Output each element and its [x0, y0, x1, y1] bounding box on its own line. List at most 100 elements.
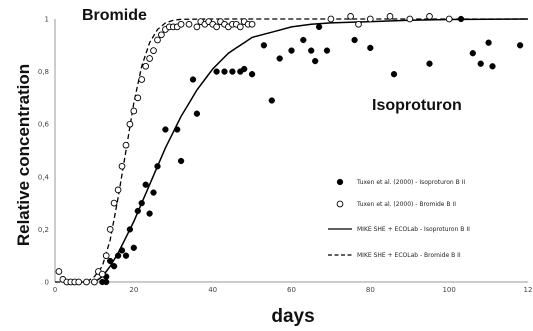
bromide-point	[142, 62, 150, 70]
bromide-point	[75, 278, 83, 286]
isoproturon-point	[138, 199, 145, 207]
isoproturon-point	[308, 47, 315, 54]
isoproturon-point	[221, 68, 228, 75]
isoproturon-point	[162, 126, 169, 133]
x-tick-label: 40	[208, 286, 217, 294]
bromide-point	[355, 20, 362, 28]
bromide-point	[426, 13, 433, 20]
bromide-point	[110, 199, 118, 207]
legend-label: MIKE SHE + ECOLab - Bromide B II	[357, 252, 461, 259]
x-tick-label: 80	[366, 286, 375, 294]
isoproturon-point	[193, 110, 201, 117]
x-tick-label: 100	[442, 286, 455, 294]
bromide-point	[193, 23, 201, 31]
isoproturon-point	[516, 42, 524, 49]
x-tick-labels: 0 20 40 60 80 100 12	[53, 286, 533, 294]
isoproturon-point	[142, 181, 149, 188]
legend-label: MIKE SHE + ECOLab - Isoproturon B II	[357, 226, 470, 233]
isoproturon-point	[130, 244, 137, 251]
y-tick-label: 0,6	[38, 121, 50, 129]
series-points-0	[91, 15, 524, 286]
bromide-point	[122, 141, 130, 149]
isoproturon-point	[103, 278, 110, 286]
isoproturon-point	[146, 210, 153, 217]
legend-label: Tuxen et al. (2000) - Bromide B II	[356, 201, 456, 208]
isoproturon-point	[351, 36, 358, 44]
isoproturon-point	[315, 23, 323, 31]
series-line-3	[55, 18, 528, 283]
isoproturon-point	[174, 126, 181, 133]
bromide-point	[98, 270, 106, 278]
isoproturon-point	[213, 68, 220, 75]
bromide-point	[406, 15, 414, 23]
y-tick-label: 0	[45, 279, 49, 287]
bromide-point	[386, 13, 394, 20]
bromide-point	[150, 47, 157, 54]
x-axis-label: days	[271, 306, 314, 327]
bromide-point	[102, 252, 110, 260]
bromide-point	[158, 31, 165, 39]
isoproturon-point	[300, 36, 307, 44]
isoproturon-point	[126, 226, 134, 233]
isoproturon-point	[426, 60, 433, 67]
series-points-1	[55, 13, 453, 286]
bromide-point	[177, 20, 185, 28]
isoproturon-point	[469, 50, 476, 57]
legend: Tuxen et al. (2000) - Isoproturon B II Tu…	[328, 178, 470, 259]
annotation-isoproturon: Isoproturon	[372, 97, 462, 114]
bromide-point	[213, 23, 220, 31]
bromide-point	[138, 76, 146, 83]
y-tick-label: 1	[45, 16, 49, 24]
isoproturon-point	[489, 63, 496, 70]
isoproturon-point	[110, 263, 118, 270]
bromide-point	[83, 278, 90, 286]
bromide-point	[55, 268, 63, 275]
isoproturon-point	[122, 252, 130, 259]
isoproturon-point	[248, 71, 256, 78]
bromide-point	[445, 15, 453, 23]
y-tick-label: 0,4	[38, 173, 50, 181]
isoproturon-point	[323, 47, 331, 54]
x-tick-label: 0	[53, 286, 57, 294]
bromide-point	[248, 20, 256, 28]
isoproturon-point	[288, 47, 295, 54]
isoproturon-point	[485, 39, 492, 46]
bromide-point	[91, 278, 98, 286]
legend-label: Tuxen et al. (2000) - Isoproturon B II	[356, 179, 465, 186]
x-tick-label: 12	[524, 286, 533, 294]
series-line-2	[93, 18, 529, 283]
isoproturon-point	[367, 44, 374, 52]
legend-marker	[336, 178, 344, 186]
bromide-point	[106, 226, 114, 233]
y-tick-labels: 0 0,2 0,4 0,6 0,8 1	[38, 16, 50, 287]
isoproturon-point	[177, 157, 185, 165]
series-layer	[55, 13, 529, 286]
x-tick-label: 20	[129, 286, 138, 294]
annotation-bromide: Bromide	[82, 7, 147, 24]
isoproturon-point	[241, 65, 248, 73]
isoproturon-point	[260, 42, 268, 49]
y-axis-label: Relative concentration	[14, 64, 33, 246]
y-tick-label: 0,8	[38, 68, 49, 76]
bromide-point	[114, 186, 122, 194]
isoproturon-point	[268, 97, 275, 104]
bromide-point	[185, 20, 193, 28]
isoproturon-point	[118, 247, 126, 254]
bromide-point	[134, 94, 142, 102]
bromide-point	[347, 13, 354, 20]
isoproturon-point	[134, 207, 141, 215]
bromide-point	[154, 36, 161, 44]
isoproturon-point	[390, 71, 398, 78]
legend-marker	[336, 200, 344, 208]
isoproturon-point	[457, 15, 465, 23]
bromide-point	[236, 23, 244, 31]
isoproturon-point	[276, 55, 283, 62]
isoproturon-point	[150, 189, 157, 196]
bromide-point	[118, 162, 126, 170]
bromide-point	[130, 107, 138, 115]
isoproturon-point	[477, 60, 484, 67]
isoproturon-point	[107, 257, 114, 265]
isoproturon-point	[229, 68, 236, 75]
bromide-point	[366, 15, 374, 23]
